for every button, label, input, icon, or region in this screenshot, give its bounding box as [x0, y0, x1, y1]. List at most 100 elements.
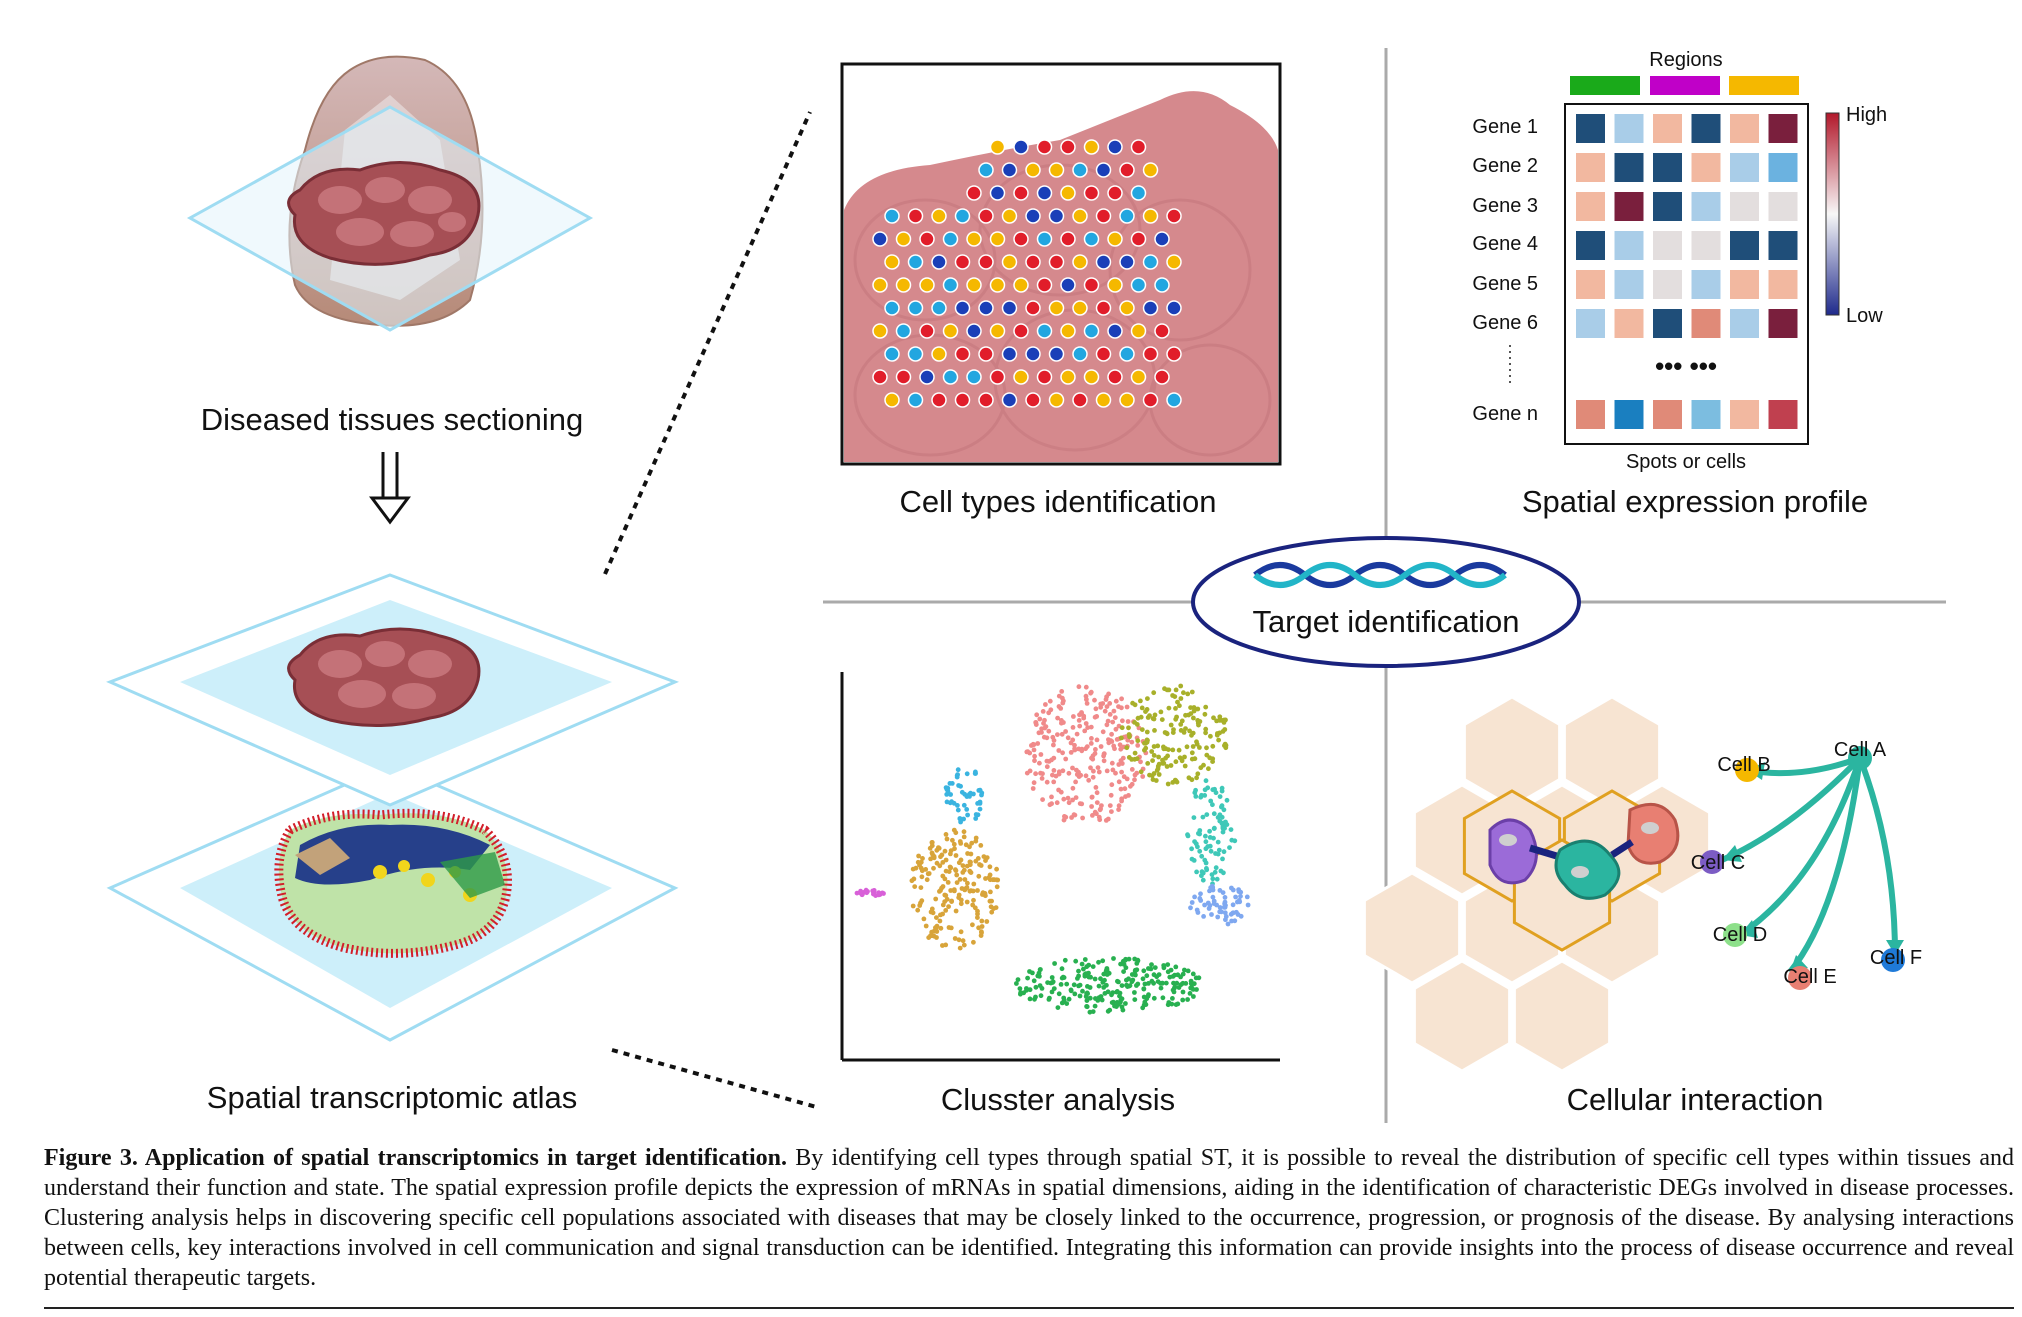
umap-point — [1060, 750, 1065, 756]
umap-point — [944, 896, 950, 902]
cell-dot — [942, 277, 959, 293]
umap-point — [1109, 731, 1114, 737]
umap-point — [1190, 971, 1196, 977]
umap-point — [1119, 1004, 1125, 1010]
umap-point — [943, 908, 949, 913]
heatmap-cell — [1653, 270, 1682, 299]
umap-point — [1229, 918, 1234, 924]
heatmap-cell — [1614, 192, 1644, 221]
umap-point — [1084, 697, 1089, 702]
umap-point — [988, 904, 994, 910]
umap-point — [1201, 762, 1206, 768]
cell-dot — [1142, 300, 1159, 316]
hex-tile — [1362, 871, 1462, 985]
cell-dot — [931, 346, 947, 362]
umap-point — [975, 908, 980, 914]
umap-point — [957, 816, 963, 822]
umap-point — [1119, 705, 1124, 711]
umap-point — [1203, 833, 1208, 839]
umap-point — [1046, 728, 1052, 734]
umap-point — [1141, 986, 1147, 992]
umap-point — [1183, 726, 1188, 731]
umap-point — [1159, 717, 1165, 722]
umap-point — [1082, 728, 1088, 734]
heatmap-cell — [1691, 114, 1721, 143]
umap-point — [957, 945, 963, 951]
cell-dot — [907, 254, 924, 270]
umap-point — [1154, 768, 1160, 773]
umap-point — [1185, 691, 1191, 697]
umap-point — [1168, 763, 1174, 768]
umap-point — [1230, 910, 1236, 916]
umap-point — [1101, 758, 1107, 764]
heatmap-cell — [1614, 309, 1644, 338]
umap-point — [1211, 715, 1216, 721]
umap-point — [967, 794, 972, 799]
cell-dot — [1013, 139, 1029, 155]
heatmap-cell — [1614, 231, 1644, 260]
umap-point — [944, 799, 950, 805]
umap-point — [1199, 869, 1205, 875]
umap-point — [963, 842, 969, 848]
cell-dot — [1166, 346, 1182, 362]
cell-types-label: Cell types identification — [899, 484, 1216, 519]
umap-point — [919, 874, 925, 880]
umap-point — [1109, 809, 1114, 814]
heatmap-ellipsis: ••• ••• — [1655, 351, 1717, 381]
cell-b-node — [1735, 758, 1759, 782]
umap-point — [1218, 868, 1224, 874]
target-identification-label: Target identification — [1252, 604, 1519, 639]
umap-point — [1245, 902, 1251, 908]
umap-point — [1040, 771, 1045, 777]
umap-point — [956, 892, 962, 898]
umap-point — [1033, 771, 1038, 777]
umap-point — [1039, 730, 1044, 735]
umap-point — [1104, 722, 1110, 728]
umap-point — [1189, 900, 1195, 905]
umap-point — [1093, 747, 1098, 752]
umap-point — [1151, 744, 1157, 749]
umap-point — [1095, 765, 1101, 770]
cell-dot — [1013, 323, 1029, 339]
umap-point — [1044, 779, 1050, 785]
umap-point — [1076, 973, 1081, 979]
cell-d-node — [1723, 923, 1747, 947]
umap-point — [1065, 735, 1071, 741]
dna-icon — [1253, 562, 1507, 588]
atlas-illustration — [106, 573, 680, 1042]
umap-point — [1155, 743, 1161, 749]
cell-dot — [1095, 208, 1112, 224]
cell-dot — [919, 231, 935, 247]
umap-point — [1196, 975, 1202, 981]
cell-dot — [1107, 231, 1123, 247]
umap-point — [1109, 760, 1115, 766]
umap-point — [1114, 1000, 1120, 1005]
umap-point — [857, 890, 863, 896]
umap-point — [1195, 771, 1201, 777]
umap-point — [1088, 689, 1094, 695]
umap-point — [1216, 847, 1222, 853]
umap-point — [1018, 990, 1023, 996]
cell-dot — [954, 300, 971, 316]
cell-dot — [1001, 162, 1018, 178]
umap-point — [1180, 997, 1186, 1003]
umap-point — [1039, 726, 1044, 732]
cell-dot — [1001, 208, 1018, 224]
cell-dot — [1107, 323, 1123, 339]
umap-point — [945, 880, 951, 885]
umap-point — [1027, 996, 1033, 1002]
cell-dot — [884, 392, 900, 408]
heatmap-cell — [1653, 231, 1682, 260]
umap-point — [1210, 743, 1216, 749]
umap-point — [1217, 794, 1223, 799]
region-bar-1 — [1570, 76, 1640, 95]
umap-point — [1099, 997, 1105, 1003]
gene-label-n: Gene n — [1472, 403, 1538, 425]
cell-dot — [919, 277, 935, 293]
heatmap-cell — [1768, 192, 1798, 221]
cell-dot — [1083, 185, 1100, 201]
cell-dot — [1048, 300, 1065, 316]
umap-point — [968, 859, 973, 865]
umap-point — [1192, 894, 1197, 900]
umap-point — [951, 827, 957, 833]
